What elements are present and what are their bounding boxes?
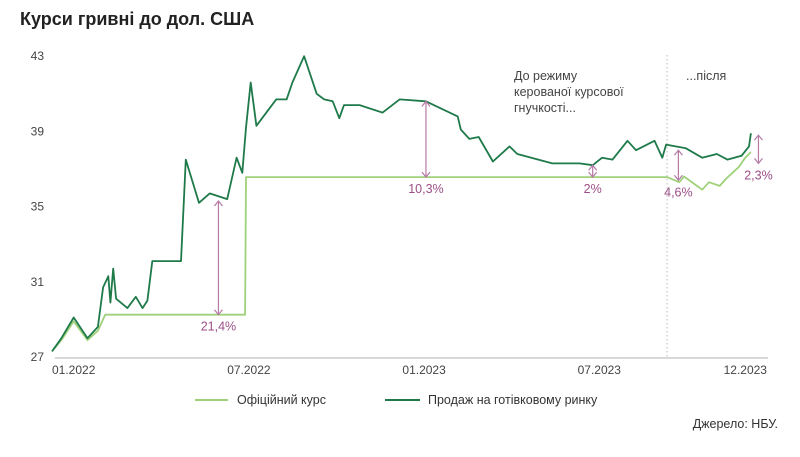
- gap-label: 10,3%: [408, 182, 443, 196]
- gap-arrowhead: [588, 171, 598, 179]
- gap-label: 4,6%: [664, 185, 693, 199]
- gap-arrowhead: [753, 157, 763, 165]
- x-tick-label: 12.2023: [724, 363, 768, 377]
- gap-arrowhead: [673, 149, 683, 156]
- y-tick-label: 43: [31, 49, 45, 63]
- y-tick-label: 35: [31, 200, 45, 214]
- gap-arrowhead: [421, 100, 431, 107]
- gap-arrowhead: [588, 164, 598, 171]
- gap-arrowhead: [213, 199, 223, 207]
- gap-label: 2,3%: [744, 168, 773, 182]
- x-tick-label: 07.2022: [227, 363, 271, 377]
- gap-label: 2%: [584, 182, 602, 196]
- annotation-after: ...після: [686, 69, 726, 83]
- series-line-official: [51, 151, 752, 352]
- gap-arrowhead: [753, 134, 763, 141]
- gap-arrowhead: [673, 174, 683, 182]
- y-tick-label: 39: [31, 124, 45, 138]
- chart-title: Курси гривні до дол. США: [20, 9, 255, 29]
- x-tick-label: 07.2023: [578, 363, 622, 377]
- annotation-before-line: До режиму: [514, 69, 578, 83]
- gap-label: 21,4%: [201, 320, 236, 334]
- legend-label-cash: Продаж на готівковому ринку: [428, 393, 598, 407]
- annotation-before-line: гнучкості...: [514, 101, 576, 115]
- gap-arrowhead: [213, 309, 223, 316]
- source-note: Джерело: НБУ.: [693, 417, 778, 431]
- y-tick-label: 27: [31, 350, 45, 364]
- series-line-cash: [51, 55, 752, 352]
- annotation-before-line: керованої курсової: [514, 85, 624, 99]
- y-tick-label: 31: [31, 275, 45, 289]
- legend-label-official: Офіційний курс: [237, 393, 326, 407]
- gap-arrowhead: [421, 171, 431, 179]
- x-tick-label: 01.2023: [402, 363, 446, 377]
- x-tick-label: 01.2022: [52, 363, 96, 377]
